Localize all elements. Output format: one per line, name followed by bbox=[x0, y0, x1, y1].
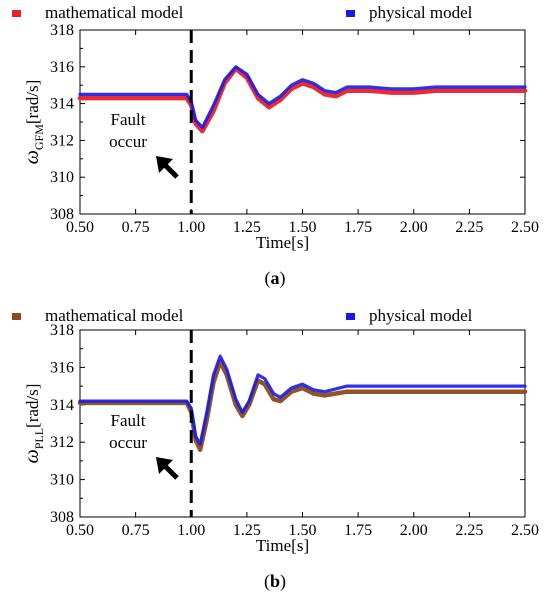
chart-panel-a: 0.50 0.75 1.00 1.25 1.50 1.75 2.00 2.25 2.50 308 3… bbox=[12, 3, 539, 289]
fault-arrow-shaft bbox=[162, 463, 179, 480]
y-axis-unit: [rad/s] bbox=[23, 384, 42, 428]
y-tick-label: 318 bbox=[50, 322, 74, 339]
y-axis-symbol: ω bbox=[21, 150, 43, 164]
fault-annotation-line2: occur bbox=[109, 132, 147, 151]
panel-caption: (b) bbox=[264, 571, 286, 592]
legend-marker-mathematical bbox=[12, 10, 21, 17]
x-tick-label: 1.75 bbox=[344, 522, 372, 539]
fault-annotation-line2: occur bbox=[109, 433, 147, 452]
x-tick-label: 0.75 bbox=[122, 522, 150, 539]
x-tick-label: 2.25 bbox=[455, 219, 483, 236]
caption-close: ) bbox=[280, 571, 286, 592]
chart-panel-b: 0.50 0.75 1.00 1.25 1.50 1.75 2.00 2.25 2.50 308 3… bbox=[12, 306, 539, 592]
y-tick-label: 308 bbox=[50, 206, 74, 223]
fault-arrow-head bbox=[156, 457, 173, 474]
y-tick-label: 312 bbox=[50, 132, 74, 149]
y-tick-label: 310 bbox=[50, 169, 74, 186]
x-tick-label: 0.75 bbox=[122, 219, 150, 236]
y-axis-symbol: ω bbox=[21, 449, 43, 463]
legend-marker-mathematical bbox=[12, 313, 21, 320]
y-axis-title: ωPLL[rad/s] bbox=[21, 384, 46, 464]
fault-arrow-shaft bbox=[162, 162, 179, 179]
legend-label-physical: physical model bbox=[369, 3, 473, 22]
y-axis-subscript: GFM bbox=[32, 124, 46, 150]
caption-open: ( bbox=[264, 571, 270, 592]
x-tick-label: 1.00 bbox=[177, 219, 205, 236]
x-tick-label: 2.00 bbox=[400, 522, 428, 539]
caption-close: ) bbox=[280, 268, 286, 289]
y-tick-label: 316 bbox=[50, 359, 74, 376]
y-axis-subscript: PLL bbox=[32, 428, 46, 449]
x-tick-label: 0.50 bbox=[66, 219, 94, 236]
fault-annotation-line1: Fault bbox=[111, 110, 146, 129]
y-tick-label: 310 bbox=[50, 472, 74, 489]
x-tick-label: 2.50 bbox=[511, 219, 539, 236]
x-tick-label: 2.50 bbox=[511, 522, 539, 539]
y-tick-label: 314 bbox=[50, 96, 74, 113]
y-tick-label: 308 bbox=[50, 509, 74, 526]
x-tick-label: 1.00 bbox=[177, 522, 205, 539]
y-tick-label: 314 bbox=[50, 397, 74, 414]
x-tick-label: 1.25 bbox=[233, 522, 261, 539]
y-axis-unit: [rad/s] bbox=[23, 80, 42, 124]
legend-label-physical: physical model bbox=[369, 306, 473, 325]
series-line-physical bbox=[78, 354, 527, 446]
plot-area-frame bbox=[79, 29, 526, 215]
panel-caption: (a) bbox=[265, 268, 286, 289]
legend-marker-physical bbox=[346, 313, 355, 320]
fault-arrow-head bbox=[156, 156, 173, 173]
x-axis-title: Time[s] bbox=[256, 536, 309, 555]
x-tick-label: 1.25 bbox=[233, 219, 261, 236]
y-axis-title: ωGFM[rad/s] bbox=[21, 80, 46, 165]
legend-label-mathematical: mathematical model bbox=[45, 306, 184, 325]
caption-letter: a bbox=[271, 268, 280, 288]
caption-letter: b bbox=[270, 571, 280, 591]
x-tick-label: 2.00 bbox=[400, 219, 428, 236]
x-tick-label: 1.50 bbox=[289, 219, 317, 236]
x-tick-label: 1.75 bbox=[344, 219, 372, 236]
x-tick-label: 1.50 bbox=[289, 522, 317, 539]
fault-annotation-line1: Fault bbox=[111, 411, 146, 430]
plot-area-frame bbox=[79, 329, 526, 518]
y-tick-label: 312 bbox=[50, 434, 74, 451]
x-tick-label: 2.25 bbox=[455, 522, 483, 539]
legend-label-mathematical: mathematical model bbox=[45, 3, 184, 22]
y-tick-label: 318 bbox=[50, 22, 74, 39]
series-line-mathematical bbox=[77, 66, 528, 134]
series-line-physical bbox=[78, 65, 527, 130]
legend-marker-physical bbox=[346, 10, 355, 17]
caption-open: ( bbox=[265, 268, 271, 289]
x-tick-label: 0.50 bbox=[66, 522, 94, 539]
y-tick-label: 316 bbox=[50, 59, 74, 76]
x-axis-title: Time[s] bbox=[256, 233, 309, 252]
